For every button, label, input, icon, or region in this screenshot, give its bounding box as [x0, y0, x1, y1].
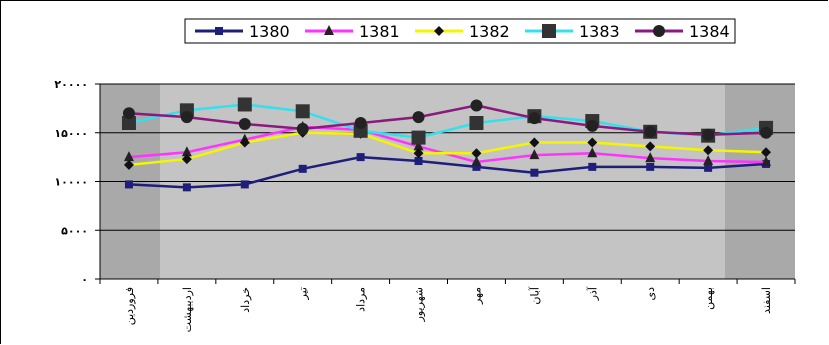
data-point — [471, 148, 482, 159]
data-point — [237, 97, 252, 112]
data-point — [123, 159, 134, 170]
data-point — [471, 156, 482, 166]
series-line — [128, 155, 767, 189]
y-tick-label: ۱۰۰۰۰ — [54, 176, 88, 189]
data-point — [412, 111, 425, 124]
series-1384 — [122, 99, 773, 141]
data-point — [295, 104, 310, 119]
x-tick-label: آبان — [527, 286, 541, 304]
series-line — [128, 104, 767, 136]
data-point — [182, 183, 191, 192]
legend: 1380 1381 1382 1383 1384 — [184, 18, 736, 44]
data-point — [124, 180, 133, 189]
data-point — [181, 146, 192, 157]
x-tick-label: بهمن — [702, 287, 715, 310]
legend-label: 1381 — [359, 22, 400, 41]
data-point — [646, 162, 655, 171]
data-point — [760, 126, 773, 139]
axes: ۰ ۵۰۰۰ ۱۰۰۰۰ ۱۵۰۰۰ ۲۰۰۰۰ فروردین اردیبهشت خرداد… — [54, 78, 796, 332]
data-point — [356, 153, 365, 162]
legend-label: 1382 — [469, 22, 510, 41]
legend-label: 1383 — [579, 22, 620, 41]
data-point — [761, 156, 772, 166]
legend-label: 1380 — [249, 22, 290, 41]
series-layer — [121, 97, 774, 192]
data-point — [413, 148, 424, 159]
data-point — [298, 164, 307, 173]
data-point — [529, 149, 540, 160]
data-point — [653, 25, 665, 37]
data-point — [413, 140, 424, 151]
legend-item-1381: 1381 — [305, 22, 400, 41]
data-point — [704, 163, 713, 172]
y-tick-label: ۱۵۰۰۰ — [54, 127, 88, 140]
data-point — [761, 147, 772, 158]
y-tick-label: ۵۰۰۰ — [61, 224, 88, 237]
data-point — [121, 116, 136, 130]
data-point — [123, 151, 134, 162]
y-tick-label: ۰ — [81, 273, 88, 286]
data-point — [238, 117, 251, 130]
data-point — [469, 116, 484, 130]
series-1380 — [124, 153, 771, 192]
y-tick-label: ۲۰۰۰۰ — [54, 78, 88, 91]
data-point — [529, 137, 540, 148]
data-point — [411, 130, 426, 145]
legend-item-1384: 1384 — [635, 22, 730, 41]
data-point — [180, 111, 193, 124]
x-tick-label: تیر — [297, 287, 310, 300]
legend-item-1380: 1380 — [195, 22, 290, 41]
data-point — [181, 154, 192, 165]
data-point — [472, 162, 481, 171]
series-line — [128, 131, 767, 167]
data-point — [470, 99, 483, 112]
x-tick-label: فروردین — [123, 287, 136, 325]
x-tick-label: اسفند — [760, 287, 773, 314]
data-point — [215, 27, 223, 35]
data-point — [542, 24, 556, 38]
data-point — [122, 107, 135, 120]
x-tick-label: دی — [644, 287, 657, 301]
x-tick-label: خرداد — [239, 287, 252, 313]
legend-label: 1384 — [689, 22, 730, 41]
data-point — [296, 122, 309, 135]
data-point — [702, 128, 715, 141]
x-tick-label: اردیبهشت — [181, 287, 194, 332]
x-tick-label: شهریور — [413, 287, 426, 322]
data-point — [528, 112, 541, 125]
legend-item-1382: 1382 — [415, 22, 510, 41]
x-tick-label: آذر — [585, 286, 599, 301]
x-tick-label: مهر — [470, 287, 483, 305]
data-point — [434, 26, 444, 36]
data-point — [354, 117, 367, 129]
data-point — [703, 145, 714, 156]
data-point — [645, 141, 656, 152]
data-point — [588, 162, 597, 171]
data-point — [587, 137, 598, 148]
data-point — [324, 25, 334, 35]
legend-item-1383: 1383 — [525, 22, 620, 41]
data-point — [239, 137, 250, 148]
data-point — [644, 125, 657, 138]
data-point — [587, 147, 598, 158]
x-tick-label: مرداد — [355, 287, 368, 312]
data-point — [586, 119, 599, 132]
data-point — [645, 152, 656, 163]
data-point — [530, 168, 539, 177]
data-point — [414, 157, 423, 166]
data-point — [703, 155, 714, 166]
data-point — [240, 180, 249, 189]
